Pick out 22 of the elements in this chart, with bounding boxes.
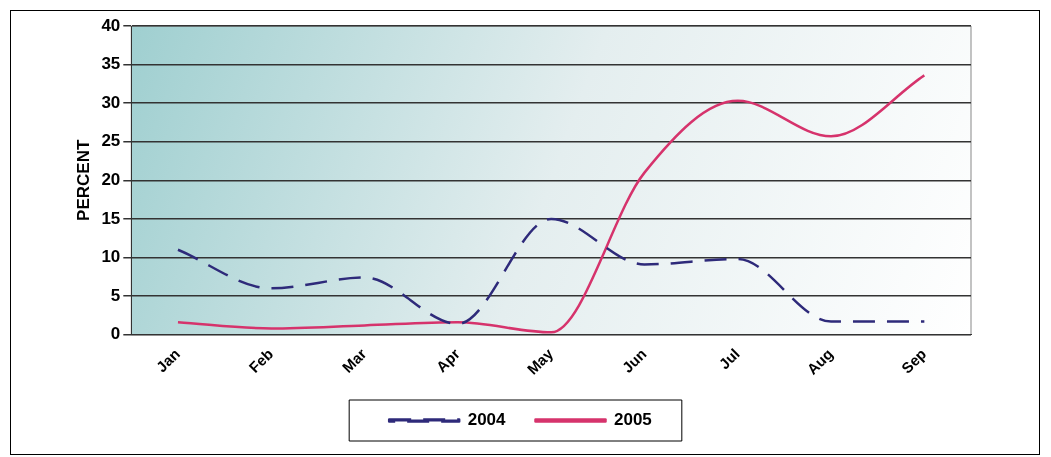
line-series xyxy=(176,74,926,334)
y-tick-label: 15 xyxy=(101,208,121,228)
x-tick-label: Jan xyxy=(152,345,184,376)
x-tick-label: Jun xyxy=(618,345,650,376)
x-tick-label: Feb xyxy=(245,345,277,376)
y-tick-label: 0 xyxy=(110,324,121,344)
x-tick-label: Aug xyxy=(803,345,837,378)
y-tick-label: 5 xyxy=(110,285,121,305)
y-axis-title: PERCENT xyxy=(73,139,93,221)
y-tick-label: 25 xyxy=(101,131,121,151)
x-tick-label: Apr xyxy=(432,344,464,376)
x-tick-label: Jul xyxy=(715,345,743,373)
legend-label: 2004 xyxy=(467,410,507,430)
y-tick-label: 35 xyxy=(101,54,121,74)
line-series xyxy=(176,217,926,326)
y-tick-label: 40 xyxy=(101,15,121,35)
x-tick-label: Mar xyxy=(338,344,370,376)
y-tick-label: 10 xyxy=(101,247,121,267)
x-tick-label: Sep xyxy=(897,345,930,377)
y-tick-label: 30 xyxy=(101,92,121,112)
legend-label: 2005 xyxy=(614,410,652,430)
y-tick-label: 20 xyxy=(101,170,121,190)
